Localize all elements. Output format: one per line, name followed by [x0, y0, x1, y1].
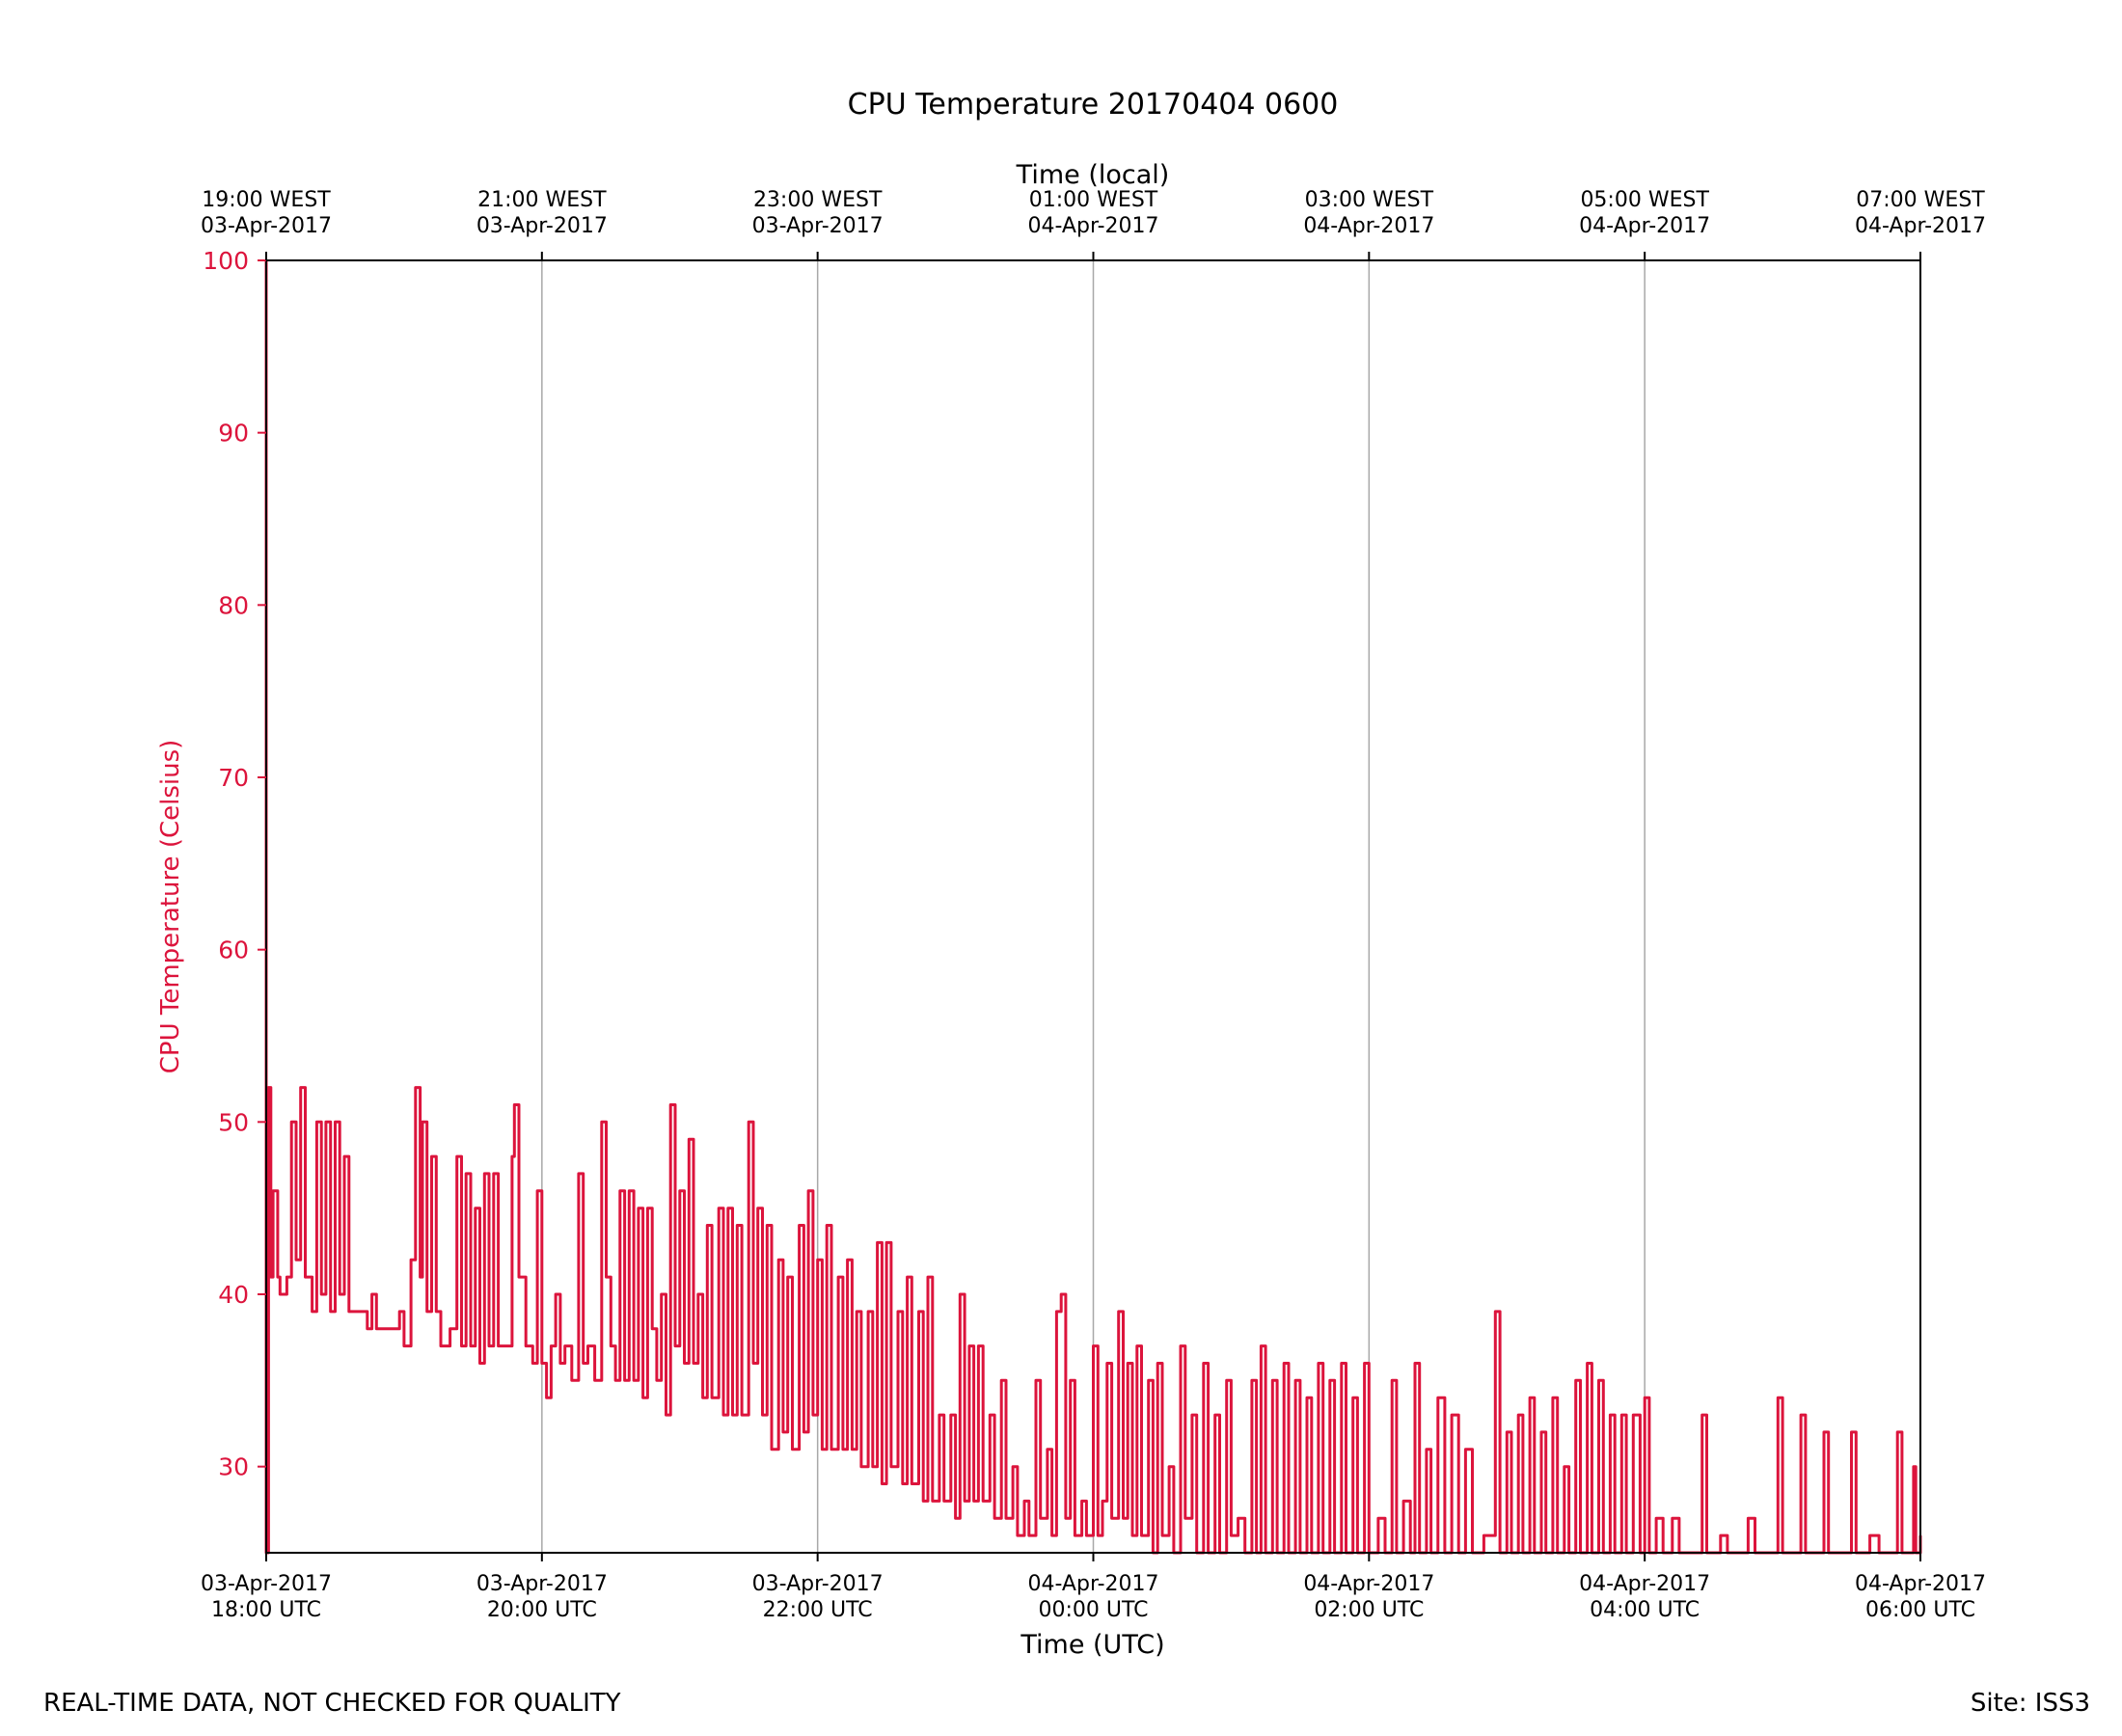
y-tick-label: 50 [218, 1108, 249, 1136]
x2-tick-label: 19:00 WEST [202, 188, 331, 212]
y-axis: 30 40 50 60 70 80 90 100 [203, 247, 266, 1481]
x-tick-label: 18:00 UTC [211, 1598, 321, 1622]
y-tick-label: 60 [218, 936, 249, 964]
x-tick-date: 04-Apr-2017 [1027, 1572, 1158, 1596]
x2-tick-label: 23:00 WEST [753, 188, 883, 212]
x-tick-label: 00:00 UTC [1038, 1598, 1148, 1622]
y-tick-label: 90 [218, 420, 249, 448]
site-label: Site: ISS3 [1971, 1689, 2090, 1718]
x-tick-label: 06:00 UTC [1865, 1598, 1975, 1622]
y-axis-title: CPU Temperature (Celsius) [156, 740, 185, 1074]
x-tick-date: 03-Apr-2017 [476, 1572, 608, 1596]
x2-tick-date: 04-Apr-2017 [1855, 214, 1986, 238]
x-tick-label: 22:00 UTC [763, 1598, 873, 1622]
x2-tick-date: 03-Apr-2017 [201, 214, 332, 238]
x2-tick-date: 04-Apr-2017 [1027, 214, 1158, 238]
y-tick-label: 30 [218, 1453, 249, 1481]
chart-title: CPU Temperature 20170404 0600 [848, 88, 1339, 122]
quality-disclaimer: REAL-TIME DATA, NOT CHECKED FOR QUALITY [43, 1689, 621, 1718]
x2-tick-date: 03-Apr-2017 [476, 214, 608, 238]
x2-tick-date: 03-Apr-2017 [752, 214, 884, 238]
x2-tick-date: 04-Apr-2017 [1303, 214, 1434, 238]
x-tick-date: 04-Apr-2017 [1303, 1572, 1434, 1596]
x2-tick-label: 01:00 WEST [1029, 188, 1158, 212]
x-tick-date: 04-Apr-2017 [1855, 1572, 1986, 1596]
x2-tick-label: 07:00 WEST [1856, 188, 1985, 212]
x2-tick-date: 04-Apr-2017 [1579, 214, 1710, 238]
x2-tick-label: 05:00 WEST [1580, 188, 1709, 212]
bottom-axis-title: Time (UTC) [1020, 1630, 1164, 1660]
x-tick-date: 03-Apr-2017 [201, 1572, 332, 1596]
y-tick-label: 100 [203, 247, 249, 275]
y-tick-label: 40 [218, 1281, 249, 1309]
top-axis-title: Time (local) [1016, 160, 1170, 190]
x2-tick-label: 03:00 WEST [1305, 188, 1434, 212]
y-tick-label: 80 [218, 591, 249, 619]
x-tick-label: 02:00 UTC [1314, 1598, 1424, 1622]
x-tick-date: 03-Apr-2017 [752, 1572, 884, 1596]
x2-tick-label: 21:00 WEST [477, 188, 607, 212]
x-tick-label: 20:00 UTC [487, 1598, 597, 1622]
y-tick-label: 70 [218, 764, 249, 792]
x-tick-date: 04-Apr-2017 [1579, 1572, 1710, 1596]
x-tick-label: 04:00 UTC [1590, 1598, 1700, 1622]
